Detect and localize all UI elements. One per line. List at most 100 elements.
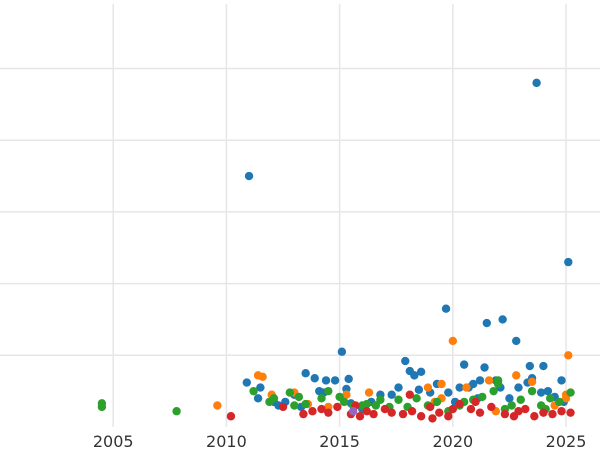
data-point xyxy=(344,374,353,384)
data-point xyxy=(226,412,236,421)
data-point xyxy=(405,390,415,399)
data-point xyxy=(505,394,514,403)
data-point xyxy=(462,383,471,392)
data-point xyxy=(249,386,258,396)
data-point xyxy=(516,395,525,404)
data-point xyxy=(317,404,326,414)
data-point xyxy=(423,383,433,392)
data-point xyxy=(435,408,444,417)
data-point xyxy=(536,388,546,397)
data-point xyxy=(299,409,308,419)
data-point xyxy=(557,407,566,416)
data-point xyxy=(444,412,453,421)
data-point xyxy=(425,402,435,412)
data-point xyxy=(455,399,464,409)
data-point xyxy=(301,369,310,378)
data-point xyxy=(521,404,530,414)
data-point xyxy=(527,377,537,387)
data-point xyxy=(244,171,254,181)
data-point xyxy=(362,407,371,416)
data-point xyxy=(498,315,507,324)
data-point xyxy=(242,378,251,387)
data-point xyxy=(317,394,326,403)
grid-lines xyxy=(0,4,600,427)
data-point xyxy=(514,407,523,416)
data-points xyxy=(97,78,575,423)
data-point xyxy=(512,371,521,380)
data-point xyxy=(512,336,521,346)
data-point xyxy=(362,399,371,409)
data-point xyxy=(301,399,310,409)
data-point xyxy=(394,383,403,392)
data-point xyxy=(500,409,510,419)
data-point xyxy=(330,376,340,385)
data-point xyxy=(321,376,331,385)
data-point xyxy=(333,402,342,412)
data-point xyxy=(432,397,442,407)
data-point xyxy=(342,390,351,399)
data-point xyxy=(398,409,408,419)
data-point xyxy=(310,374,319,383)
data-point xyxy=(514,383,523,392)
data-point xyxy=(441,304,451,313)
data-point xyxy=(482,318,491,328)
x-tick-label: 2020 xyxy=(432,432,473,450)
data-point xyxy=(364,388,374,397)
data-point xyxy=(380,404,390,414)
data-point xyxy=(525,361,535,371)
data-point xyxy=(471,397,480,407)
data-point xyxy=(407,407,417,416)
data-point xyxy=(253,394,263,403)
data-point xyxy=(469,379,478,389)
x-axis-tick-labels: 2005 2010 2015 2020 2025 xyxy=(93,432,587,450)
data-point xyxy=(532,78,541,88)
data-point xyxy=(428,414,437,423)
data-point xyxy=(555,397,564,407)
data-point xyxy=(387,408,396,417)
data-point xyxy=(97,399,107,408)
data-point xyxy=(414,385,424,394)
data-point xyxy=(444,388,453,397)
data-point xyxy=(437,379,446,389)
data-point xyxy=(566,388,575,397)
x-tick-label: 2025 xyxy=(546,432,587,450)
data-point xyxy=(539,408,548,417)
data-point xyxy=(416,412,426,421)
data-point xyxy=(561,394,571,403)
data-point xyxy=(466,404,476,414)
data-point xyxy=(539,361,548,371)
data-point xyxy=(324,408,333,417)
data-point xyxy=(557,376,566,385)
data-point xyxy=(507,401,516,410)
data-point xyxy=(530,412,539,421)
x-tick-label: 2005 xyxy=(93,432,134,450)
data-point xyxy=(448,336,458,346)
data-point xyxy=(394,395,403,404)
data-point xyxy=(475,376,485,385)
data-point xyxy=(294,392,304,402)
x-tick-label: 2015 xyxy=(319,432,360,450)
data-point xyxy=(459,360,469,369)
data-point xyxy=(455,383,464,392)
data-point xyxy=(339,397,349,407)
data-point xyxy=(545,394,555,403)
x-tick-label: 2010 xyxy=(206,432,247,450)
data-point xyxy=(527,386,537,396)
data-point xyxy=(493,376,503,385)
data-point xyxy=(387,390,396,399)
data-point xyxy=(401,356,410,366)
data-point xyxy=(258,372,267,382)
data-point xyxy=(324,386,333,396)
data-point xyxy=(355,412,365,421)
data-point xyxy=(371,401,381,410)
data-point xyxy=(269,394,279,403)
data-point xyxy=(448,404,458,414)
data-point xyxy=(369,409,378,419)
data-point xyxy=(290,401,299,410)
data-point xyxy=(410,371,419,380)
data-point xyxy=(285,388,295,397)
data-point xyxy=(349,407,358,416)
data-point xyxy=(489,386,498,396)
data-point xyxy=(337,347,347,356)
